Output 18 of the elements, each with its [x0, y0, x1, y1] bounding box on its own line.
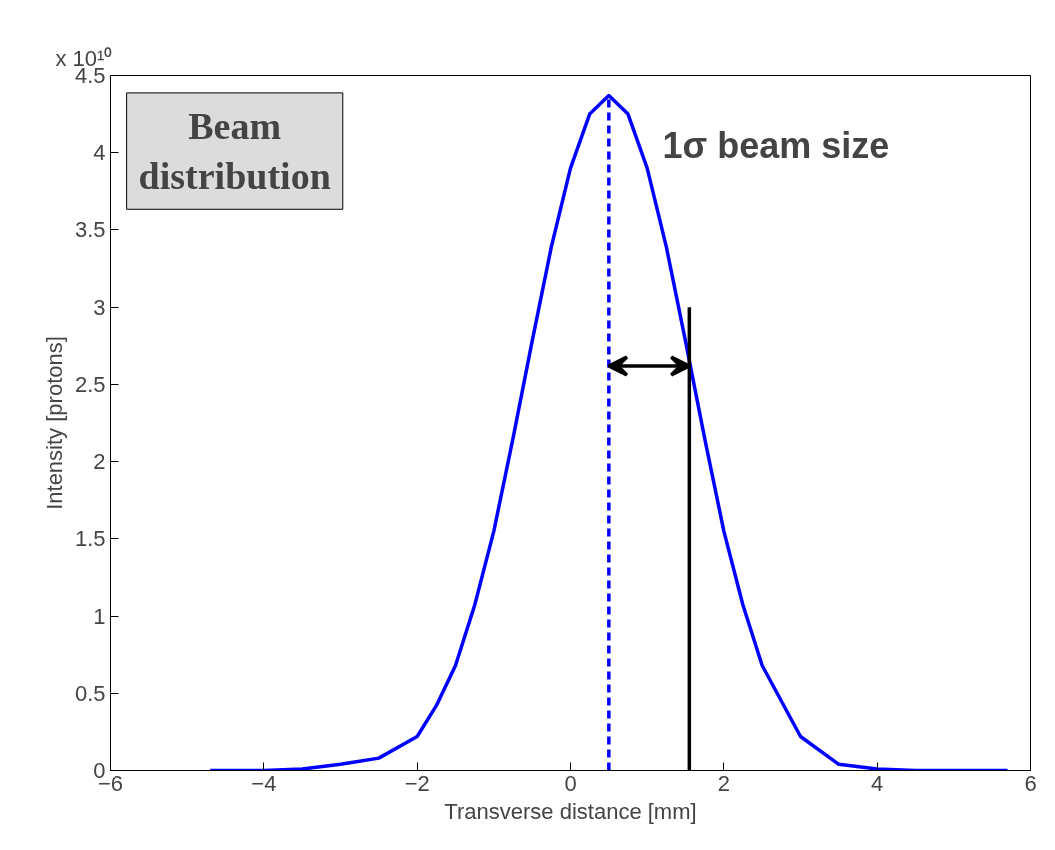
x-tick-label: −2 [404, 770, 430, 796]
y-tick-label: 2 [93, 449, 106, 475]
y-tick-label: 3 [93, 294, 106, 320]
x-tick-label: 2 [717, 770, 730, 796]
y-tick-label: 3.5 [74, 217, 106, 243]
x-tick-label: −4 [251, 770, 277, 796]
y-tick-label: 1.5 [74, 526, 106, 552]
y-tick-label: 4 [93, 140, 106, 166]
x-tick-label: 0 [564, 770, 577, 796]
x-tick-label: 4 [871, 770, 884, 796]
y-axis-title: Intensity [protons] [41, 336, 67, 510]
annotation: 1σ beam size [662, 124, 890, 166]
x-axis-title: Transverse distance [mm] [444, 798, 697, 824]
y-tick-label: 1 [93, 603, 106, 629]
y-tick-label: 0.5 [74, 680, 106, 706]
annotation: Beam distribution [138, 104, 331, 198]
y-tick-label: 2.5 [74, 371, 106, 397]
x-tick-label: 6 [1024, 770, 1037, 796]
